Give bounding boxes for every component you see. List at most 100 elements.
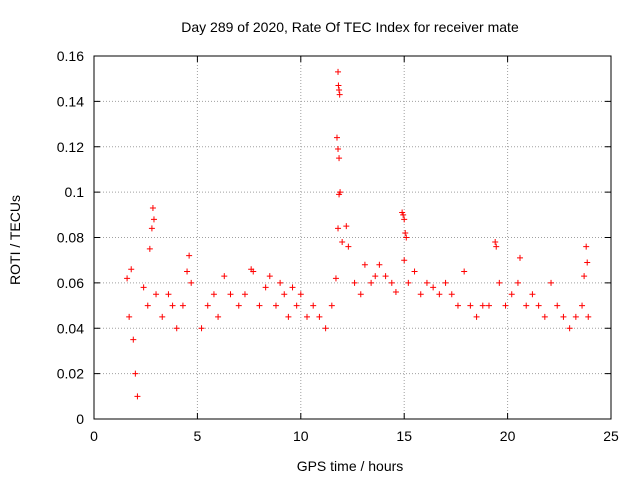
data-point <box>316 313 323 320</box>
data-point <box>153 291 160 298</box>
data-point <box>332 275 339 282</box>
data-point <box>357 291 364 298</box>
data-point <box>333 134 340 141</box>
data-point <box>165 291 172 298</box>
grid <box>94 56 611 419</box>
data-point <box>529 291 536 298</box>
data-point <box>405 279 412 286</box>
x-tick-label: 0 <box>90 428 98 444</box>
data-point <box>144 302 151 309</box>
data-point <box>266 273 273 280</box>
data-point <box>134 393 141 400</box>
data-point <box>256 302 263 309</box>
data-point <box>285 313 292 320</box>
data-point <box>262 284 269 291</box>
data-point <box>502 302 509 309</box>
data-point <box>523 302 530 309</box>
data-point <box>376 261 383 268</box>
data-point <box>179 302 186 309</box>
data-point <box>335 146 342 153</box>
data-point <box>336 87 343 94</box>
data-point <box>583 243 590 250</box>
data-point <box>351 279 358 286</box>
data-point <box>336 191 343 198</box>
data-point <box>401 257 408 264</box>
data-point <box>241 291 248 298</box>
data-point <box>517 254 524 261</box>
data-point <box>336 155 343 162</box>
chart-title: Day 289 of 2020, Rate Of TEC Index for r… <box>181 19 519 35</box>
data-point <box>461 268 468 275</box>
data-point <box>126 313 133 320</box>
data-point <box>585 313 592 320</box>
data-points <box>124 68 592 400</box>
data-point <box>400 211 407 218</box>
data-point <box>430 284 437 291</box>
y-tick-label: 0.04 <box>57 320 84 336</box>
data-point <box>345 243 352 250</box>
data-point <box>146 245 153 252</box>
data-point <box>289 284 296 291</box>
data-point <box>535 302 542 309</box>
data-point <box>560 313 567 320</box>
data-point <box>403 234 410 241</box>
data-point <box>485 302 492 309</box>
data-point <box>277 279 284 286</box>
data-point <box>572 313 579 320</box>
data-point <box>297 291 304 298</box>
data-point <box>281 291 288 298</box>
data-point <box>159 313 166 320</box>
data-point <box>227 291 234 298</box>
data-point <box>467 302 474 309</box>
y-tick-label: 0.08 <box>57 230 84 246</box>
data-point <box>402 229 409 236</box>
data-point <box>221 273 228 280</box>
data-point <box>448 291 455 298</box>
data-point <box>492 239 499 246</box>
data-point <box>335 82 342 89</box>
data-point <box>514 279 521 286</box>
data-point <box>454 302 461 309</box>
data-point <box>411 268 418 275</box>
data-point <box>310 302 317 309</box>
x-tick-label: 25 <box>603 428 619 444</box>
data-point <box>124 275 131 282</box>
data-point <box>184 268 191 275</box>
data-point <box>148 225 155 232</box>
data-point <box>210 291 217 298</box>
data-point <box>188 279 195 286</box>
data-point <box>382 273 389 280</box>
data-point <box>250 268 257 275</box>
data-point <box>423 279 430 286</box>
data-point <box>235 302 242 309</box>
data-point <box>554 302 561 309</box>
y-tick-label: 0.14 <box>57 93 84 109</box>
data-point <box>186 252 193 259</box>
data-point <box>132 370 139 377</box>
data-point <box>579 302 586 309</box>
data-point <box>173 325 180 332</box>
data-point <box>198 325 205 332</box>
data-point <box>417 291 424 298</box>
data-point <box>566 325 573 332</box>
data-point <box>581 273 588 280</box>
data-point <box>272 302 279 309</box>
data-point <box>335 68 342 75</box>
data-point <box>584 259 591 266</box>
data-point <box>343 223 350 230</box>
data-point <box>140 284 147 291</box>
data-point <box>304 313 311 320</box>
data-point <box>215 313 222 320</box>
data-point <box>436 291 443 298</box>
data-point <box>388 279 395 286</box>
y-tick-label: 0.06 <box>57 275 84 291</box>
y-tick-label: 0 <box>76 411 84 427</box>
x-tick-label: 20 <box>500 428 516 444</box>
data-point <box>169 302 176 309</box>
data-point <box>149 205 156 212</box>
data-point <box>204 302 211 309</box>
y-tick-label: 0.12 <box>57 139 84 155</box>
data-point <box>401 216 408 223</box>
data-point <box>322 325 329 332</box>
data-point <box>473 313 480 320</box>
